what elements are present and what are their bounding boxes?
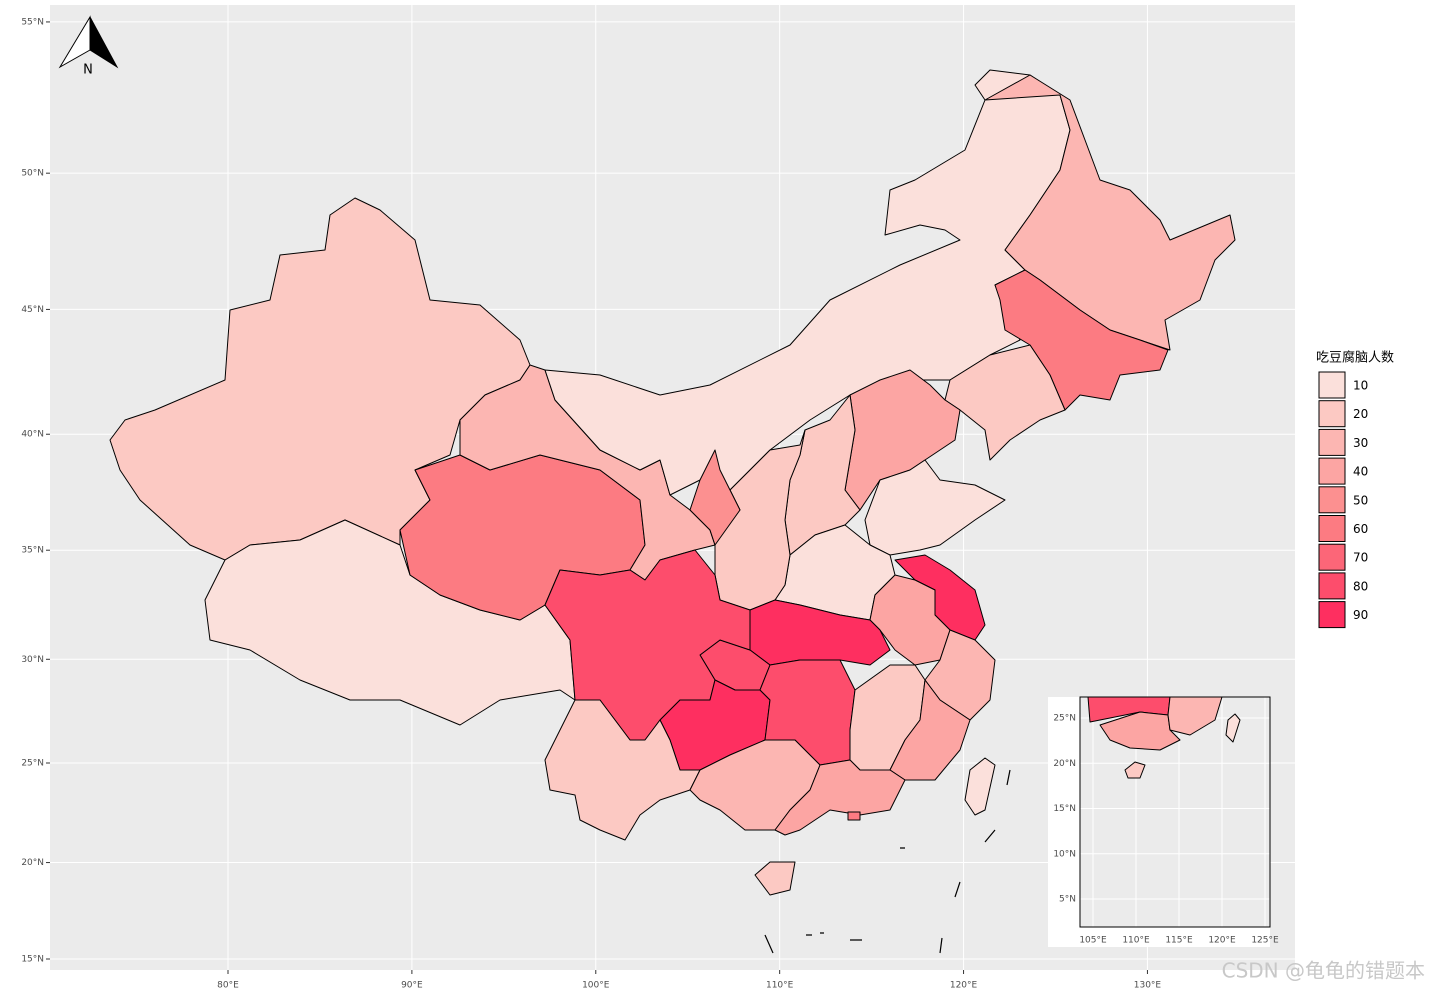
inset — [1048, 696, 1271, 947]
inset-y-tick-label: 20°N — [1053, 759, 1076, 769]
province — [689, 449, 741, 546]
province — [544, 699, 701, 841]
inset-y-tick-label: 25°N — [1053, 714, 1076, 724]
inset-y-tick-label: 10°N — [1053, 849, 1076, 859]
legend-swatch — [1318, 400, 1346, 428]
province — [964, 757, 996, 816]
province — [944, 344, 1066, 461]
y-tick-label: 45°N — [21, 305, 44, 315]
inset-frame — [1079, 696, 1271, 928]
legend-label: 80 — [1353, 579, 1368, 593]
inset-province — [1225, 713, 1241, 743]
legend-swatch — [1318, 457, 1346, 485]
watermark: CSDN @龟龟的错题本 — [1222, 959, 1425, 983]
legend-swatch — [1318, 486, 1346, 514]
legend-swatch — [1318, 371, 1346, 399]
legend-label: 20 — [1353, 407, 1368, 421]
legend-label: 70 — [1353, 551, 1368, 565]
legend-swatch — [1318, 543, 1346, 571]
inset-x-tick-label: 125°E — [1251, 936, 1279, 946]
inset-x-tick-label: 115°E — [1165, 936, 1193, 946]
legend-label: 40 — [1353, 465, 1368, 479]
x-tick-label: 80°E — [217, 981, 239, 991]
legend-swatch — [1318, 572, 1346, 600]
inset-y-tick-label: 15°N — [1053, 804, 1076, 814]
inset-x-tick-label: 120°E — [1208, 936, 1236, 946]
y-tick-label: 40°N — [21, 430, 44, 440]
inset-province — [1124, 761, 1146, 779]
legend-label: 10 — [1353, 379, 1368, 393]
inset-y-tick-label: 5°N — [1059, 895, 1076, 905]
legend-label: 50 — [1353, 493, 1368, 507]
y-tick-label: 15°N — [21, 955, 44, 965]
x-tick-label: 110°E — [766, 981, 794, 991]
legend: 10 20 30 40 50 60 70 80 90 — [1318, 371, 1368, 629]
province — [994, 269, 1169, 411]
province — [984, 74, 1236, 351]
y-tick-label: 30°N — [21, 655, 44, 665]
provinces — [109, 69, 1236, 896]
legend-title: 吃豆腐脑人数 — [1316, 350, 1394, 366]
province — [774, 759, 906, 836]
legend-label: 90 — [1353, 608, 1368, 622]
legend-label: 30 — [1353, 436, 1368, 450]
y-tick-label: 20°N — [21, 858, 44, 868]
province — [754, 861, 796, 896]
inset-x-tick-label: 105°E — [1079, 936, 1107, 946]
y-tick-label: 55°N — [21, 17, 44, 27]
legend-swatch — [1318, 601, 1346, 629]
islands — [764, 769, 1011, 954]
legend-swatch — [1318, 515, 1346, 542]
province — [847, 811, 861, 821]
north-arrow: N — [58, 15, 119, 78]
x-tick-label: 90°E — [401, 981, 423, 991]
y-tick-label: 35°N — [21, 546, 44, 556]
legend-swatch — [1318, 428, 1346, 456]
inset-province — [1099, 711, 1181, 751]
inset-x-tick-label: 110°E — [1122, 936, 1150, 946]
y-tick-label: 50°N — [21, 169, 44, 179]
north-label: N — [83, 63, 93, 78]
x-tick-label: 100°E — [582, 981, 610, 991]
x-tick-label: 130°E — [1134, 981, 1162, 991]
legend-label: 60 — [1353, 522, 1368, 536]
x-tick-label: 120°E — [950, 981, 978, 991]
y-tick-label: 25°N — [21, 758, 44, 768]
